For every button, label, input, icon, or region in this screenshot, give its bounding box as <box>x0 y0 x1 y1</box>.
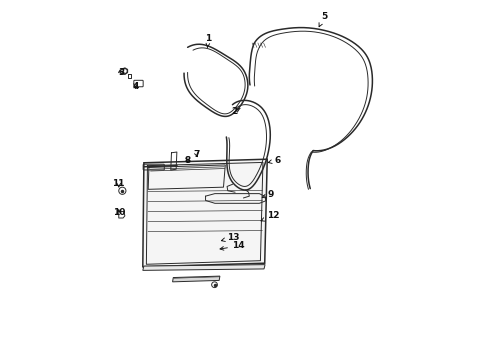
Text: 7: 7 <box>194 150 200 159</box>
Text: 2: 2 <box>231 107 240 116</box>
Polygon shape <box>143 159 267 267</box>
Text: 4: 4 <box>132 82 139 91</box>
Text: 12: 12 <box>261 211 279 221</box>
Text: 8: 8 <box>185 156 191 165</box>
Text: 5: 5 <box>319 12 327 27</box>
Text: 13: 13 <box>221 233 240 242</box>
Text: 14: 14 <box>220 242 245 251</box>
Text: 10: 10 <box>113 208 125 217</box>
Text: 11: 11 <box>113 179 125 188</box>
Text: 9: 9 <box>262 190 274 199</box>
Text: 6: 6 <box>268 156 280 165</box>
Text: 1: 1 <box>205 34 212 48</box>
Text: 3: 3 <box>118 68 124 77</box>
Polygon shape <box>172 276 220 282</box>
Polygon shape <box>143 265 265 270</box>
